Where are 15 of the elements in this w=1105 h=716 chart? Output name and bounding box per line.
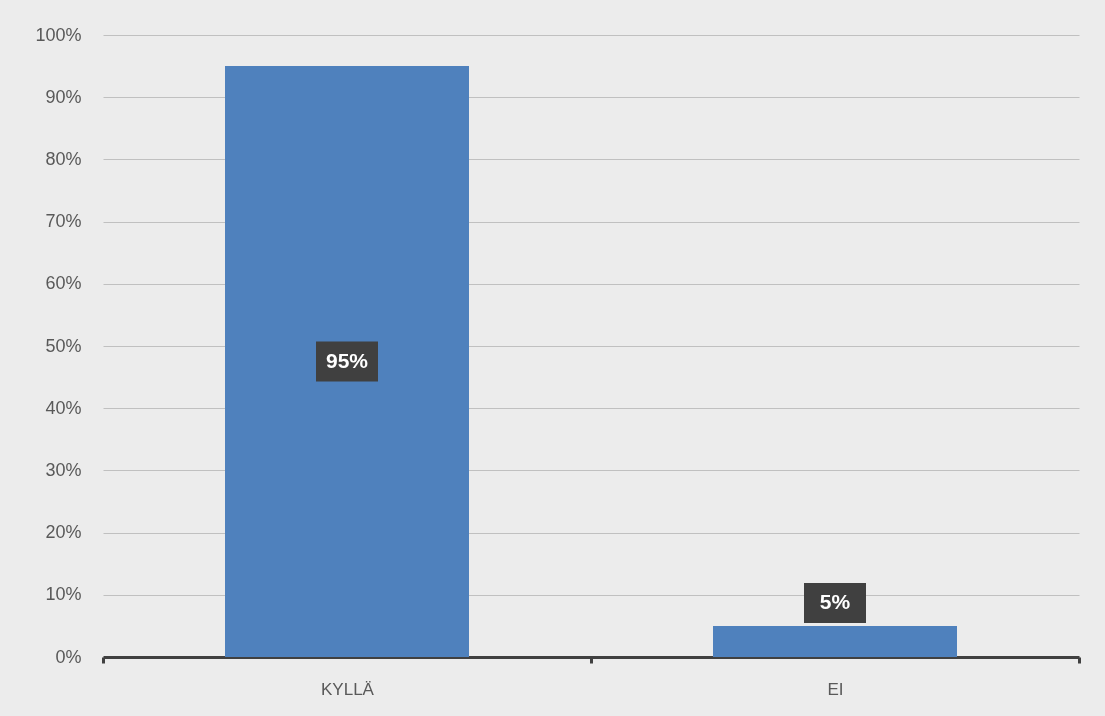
y-tick-label: 40% xyxy=(45,397,82,418)
y-tick-label: 60% xyxy=(45,273,82,294)
y-tick-label: 90% xyxy=(45,86,82,107)
y-tick-label: 30% xyxy=(45,459,82,480)
y-tick-label: 70% xyxy=(45,211,82,232)
y-tick-label: 80% xyxy=(45,148,82,169)
y-tick-label: 20% xyxy=(45,522,82,543)
x-tick-label: KYLLÄ xyxy=(321,679,375,699)
data-label: 95% xyxy=(325,348,369,372)
data-label: 5% xyxy=(819,589,851,613)
y-tick-label: 0% xyxy=(55,646,82,667)
y-tick-label: 100% xyxy=(35,24,82,45)
x-tick-label: EI xyxy=(827,679,844,699)
y-tick-label: 50% xyxy=(45,335,82,356)
y-tick-label: 10% xyxy=(45,584,82,605)
